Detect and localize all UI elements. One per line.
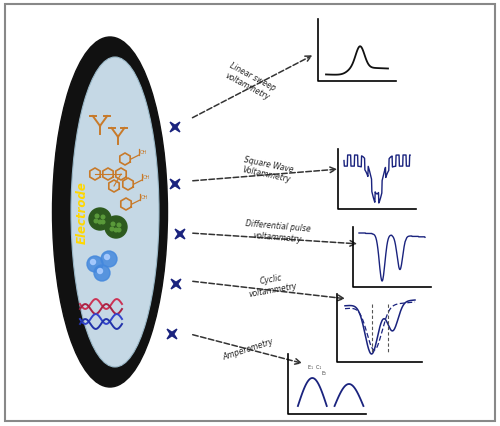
- Text: OH: OH: [143, 175, 150, 180]
- Polygon shape: [167, 329, 177, 339]
- Circle shape: [117, 224, 121, 227]
- Circle shape: [104, 255, 110, 260]
- Polygon shape: [170, 123, 180, 132]
- Circle shape: [101, 221, 105, 224]
- Circle shape: [110, 227, 114, 231]
- Polygon shape: [170, 180, 180, 190]
- Circle shape: [117, 229, 121, 232]
- Circle shape: [111, 223, 115, 226]
- Ellipse shape: [52, 38, 168, 387]
- Text: Electrode: Electrode: [76, 181, 88, 244]
- Circle shape: [101, 251, 117, 268]
- Circle shape: [98, 221, 102, 224]
- Circle shape: [90, 260, 96, 265]
- Text: Differential pulse
voltammetry: Differential pulse voltammetry: [244, 219, 312, 244]
- Circle shape: [98, 269, 102, 274]
- Circle shape: [87, 256, 103, 272]
- Text: Linear sweep
voltammetry: Linear sweep voltammetry: [223, 61, 277, 102]
- Circle shape: [95, 215, 99, 218]
- Ellipse shape: [71, 58, 159, 367]
- Circle shape: [94, 265, 110, 281]
- Text: OH: OH: [140, 150, 147, 155]
- Circle shape: [101, 216, 105, 219]
- Circle shape: [105, 216, 127, 239]
- Text: Square Wave
Voltammetry: Square Wave Voltammetry: [242, 155, 294, 184]
- Text: E₁  C₁: E₁ C₁: [308, 364, 321, 369]
- Circle shape: [89, 208, 111, 230]
- Circle shape: [114, 229, 118, 232]
- Text: E₂: E₂: [321, 370, 326, 375]
- Polygon shape: [175, 230, 185, 239]
- Text: OH: OH: [141, 195, 148, 199]
- Text: Cyclic
voltammetry: Cyclic voltammetry: [246, 271, 298, 298]
- Text: Amperometry: Amperometry: [222, 337, 274, 362]
- Polygon shape: [171, 279, 181, 289]
- Circle shape: [94, 220, 98, 223]
